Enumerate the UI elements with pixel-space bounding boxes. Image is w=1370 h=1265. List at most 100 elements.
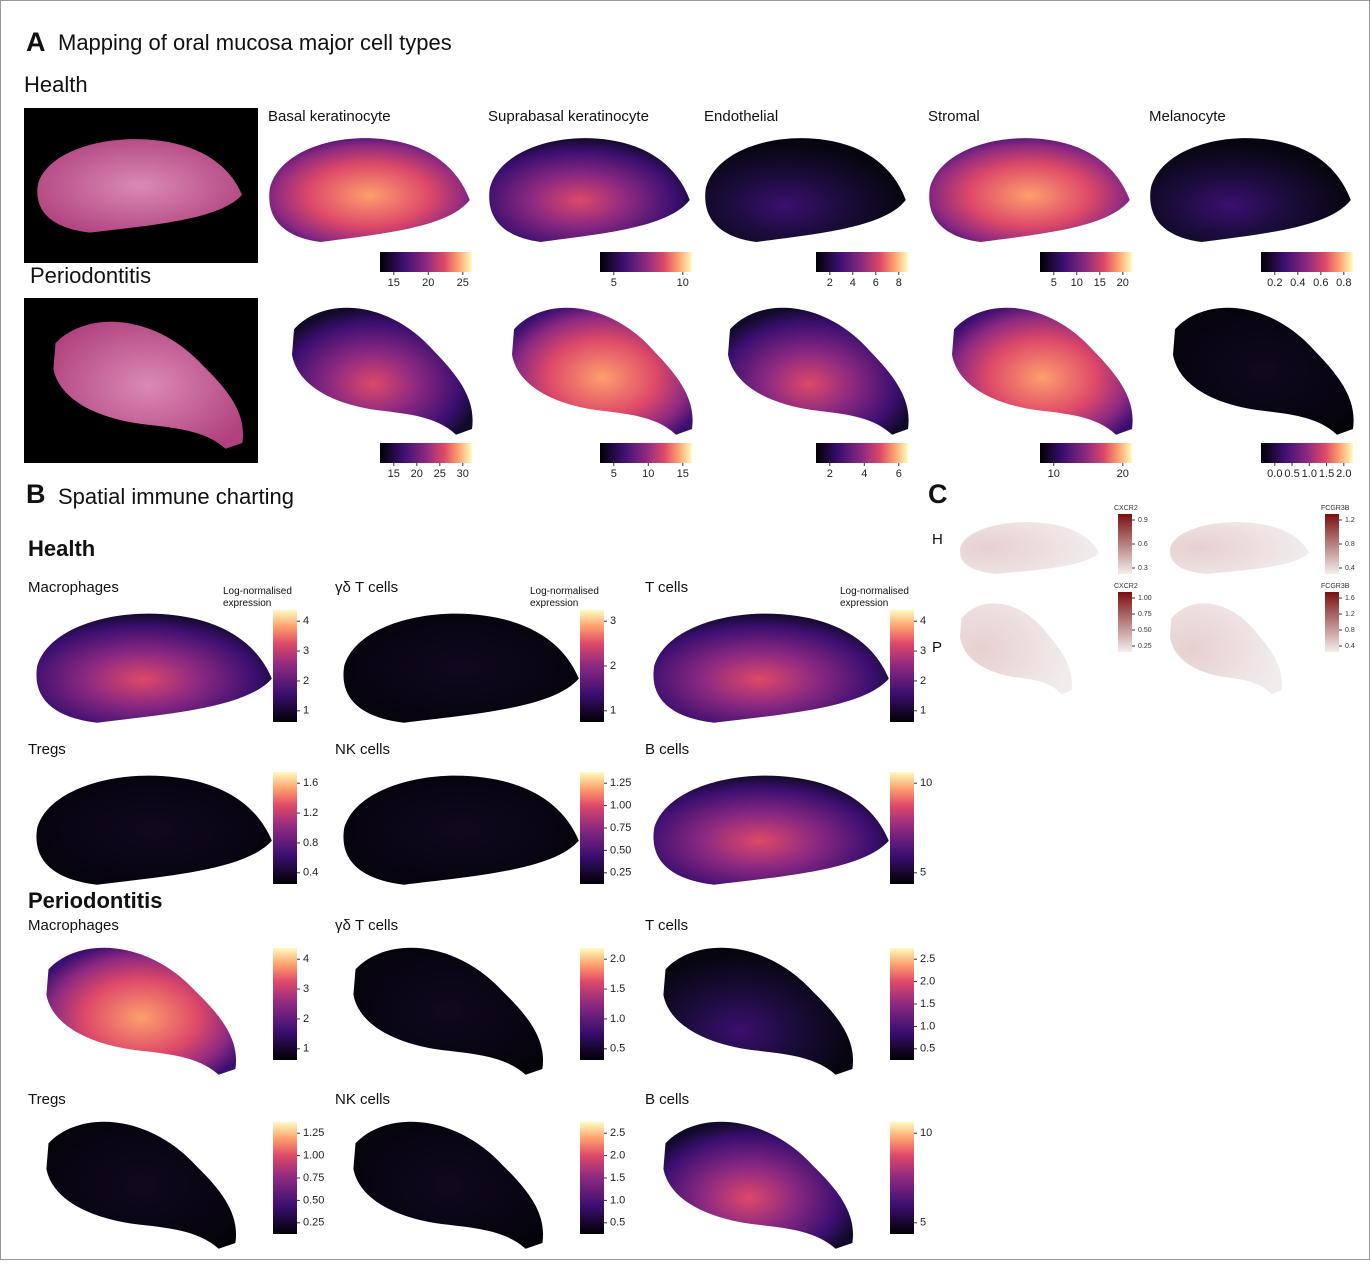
colorbar-label: 0.2 [1267, 277, 1282, 289]
colorbar-label: 1.0 [610, 1194, 625, 1206]
colorbar-label: 3 [303, 983, 309, 995]
colorbar [1118, 592, 1132, 652]
cell-type-label: Stromal [928, 108, 980, 125]
colorbar-label: 2.0 [610, 1150, 625, 1162]
row-label: P [932, 639, 942, 656]
gene-label: FCGR3B [1321, 583, 1350, 590]
colorbar-label: 1.6 [1345, 595, 1355, 602]
colorbar-label: 6 [896, 468, 902, 480]
tissue-map [653, 776, 888, 885]
colorbar-label: 5 [920, 867, 926, 879]
colorbar [1040, 443, 1132, 463]
colorbar-label: 3 [303, 645, 309, 657]
colorbar-label: 0.4 [303, 867, 318, 879]
colorbar-label: 6 [873, 277, 879, 289]
colorbar-label: 0.6 [1138, 541, 1148, 548]
colorbar-label: 5 [1051, 277, 1057, 289]
colorbar-label: 20 [411, 468, 423, 480]
cell-type-label: γδ T cells [335, 917, 398, 934]
colorbar-label: 1 [303, 1043, 309, 1055]
colorbar-label: 1.2 [1345, 517, 1355, 524]
colorbar-label: 15 [677, 468, 689, 480]
cell-type-label: B cells [645, 1091, 689, 1108]
colorbar-label: 0.25 [610, 867, 631, 879]
panel-letter: A [26, 27, 46, 57]
gene-label: CXCR2 [1114, 583, 1138, 590]
colorbar-label: 2.0 [1336, 468, 1351, 480]
colorbar-label: 1.00 [610, 800, 631, 812]
colorbar-label: 2.0 [920, 976, 935, 988]
tissue-map [353, 1122, 543, 1249]
colorbar [580, 772, 604, 884]
cell-type-label: Macrophages [28, 579, 119, 596]
colorbar-label: 1.5 [610, 983, 625, 995]
tissue-map [343, 776, 578, 885]
gene-label: CXCR2 [1114, 505, 1138, 512]
tissue-map [960, 522, 1099, 574]
colorbar-label: 0.3 [1138, 565, 1148, 572]
condition-label: Periodontitis [30, 263, 151, 288]
colorbar [380, 252, 472, 272]
tissue-map [960, 603, 1072, 694]
tissue-map [512, 308, 693, 435]
tissue-map [728, 308, 909, 435]
colorbar-label: 2.5 [610, 1127, 625, 1139]
cell-type-label: Basal keratinocyte [268, 108, 391, 125]
row-label: H [932, 531, 943, 548]
colorbar-label: 0.0 [1267, 468, 1282, 480]
colorbar-label: 0.9 [1138, 517, 1148, 524]
colorbar-label: 1.5 [610, 1172, 625, 1184]
panel-letter: C [928, 479, 948, 509]
cell-type-label: γδ T cells [335, 579, 398, 596]
colorbar [580, 1122, 604, 1234]
colorbar-label: 1.5 [1319, 468, 1334, 480]
tissue-map [292, 308, 473, 435]
colorbar [890, 610, 914, 722]
colorbar-label: 2.5 [920, 953, 935, 965]
tissue-map [653, 614, 888, 723]
colorbar [1325, 592, 1339, 652]
colorbar-label: 0.75 [1138, 611, 1152, 618]
tissue-map [489, 138, 690, 242]
colorbar-label: 15 [388, 468, 400, 480]
colorbar-label: 5 [920, 1217, 926, 1229]
colorbar-label: 1.5 [920, 998, 935, 1010]
colorbar-label: 4 [303, 615, 309, 627]
cell-type-label: Endothelial [704, 108, 778, 125]
colorbar-label: 5 [611, 468, 617, 480]
tissue-map [36, 776, 271, 885]
tissue-map [1170, 603, 1282, 694]
colorbar [890, 1122, 914, 1234]
cell-type-label: NK cells [335, 741, 390, 758]
cell-type-label: Melanocyte [1149, 108, 1226, 125]
cell-type-label: Tregs [28, 1091, 66, 1108]
colorbar [890, 948, 914, 1060]
panel-title: Mapping of oral mucosa major cell types [58, 30, 452, 55]
colorbar-label: 1.0 [610, 1013, 625, 1025]
colorbar-label: 0.75 [303, 1172, 324, 1184]
colorbar-label: 2 [920, 675, 926, 687]
cell-type-label: T cells [645, 579, 688, 596]
colorbar-label: 20 [422, 277, 434, 289]
panel-title: Spatial immune charting [58, 484, 294, 509]
colorbar-label: 2 [827, 468, 833, 480]
colorbar-label: 3 [920, 645, 926, 657]
colorbar-label: 5 [611, 277, 617, 289]
colorbar-label: 30 [457, 468, 469, 480]
gene-label: FCGR3B [1321, 505, 1350, 512]
colorbar-label: 2 [610, 660, 616, 672]
colorbar-label: 25 [457, 277, 469, 289]
colorbar-label: 0.5 [920, 1043, 935, 1055]
colorbar [273, 772, 297, 884]
colorbar [273, 1122, 297, 1234]
tissue-map [46, 1122, 236, 1249]
tissue-map [929, 138, 1130, 242]
tissue-map [1150, 138, 1351, 242]
colorbar-label: 0.8 [303, 837, 318, 849]
colorbar-label: 20 [1117, 277, 1129, 289]
tissue-map [343, 614, 578, 723]
condition-label: Periodontitis [28, 888, 162, 913]
colorbar [816, 443, 908, 463]
